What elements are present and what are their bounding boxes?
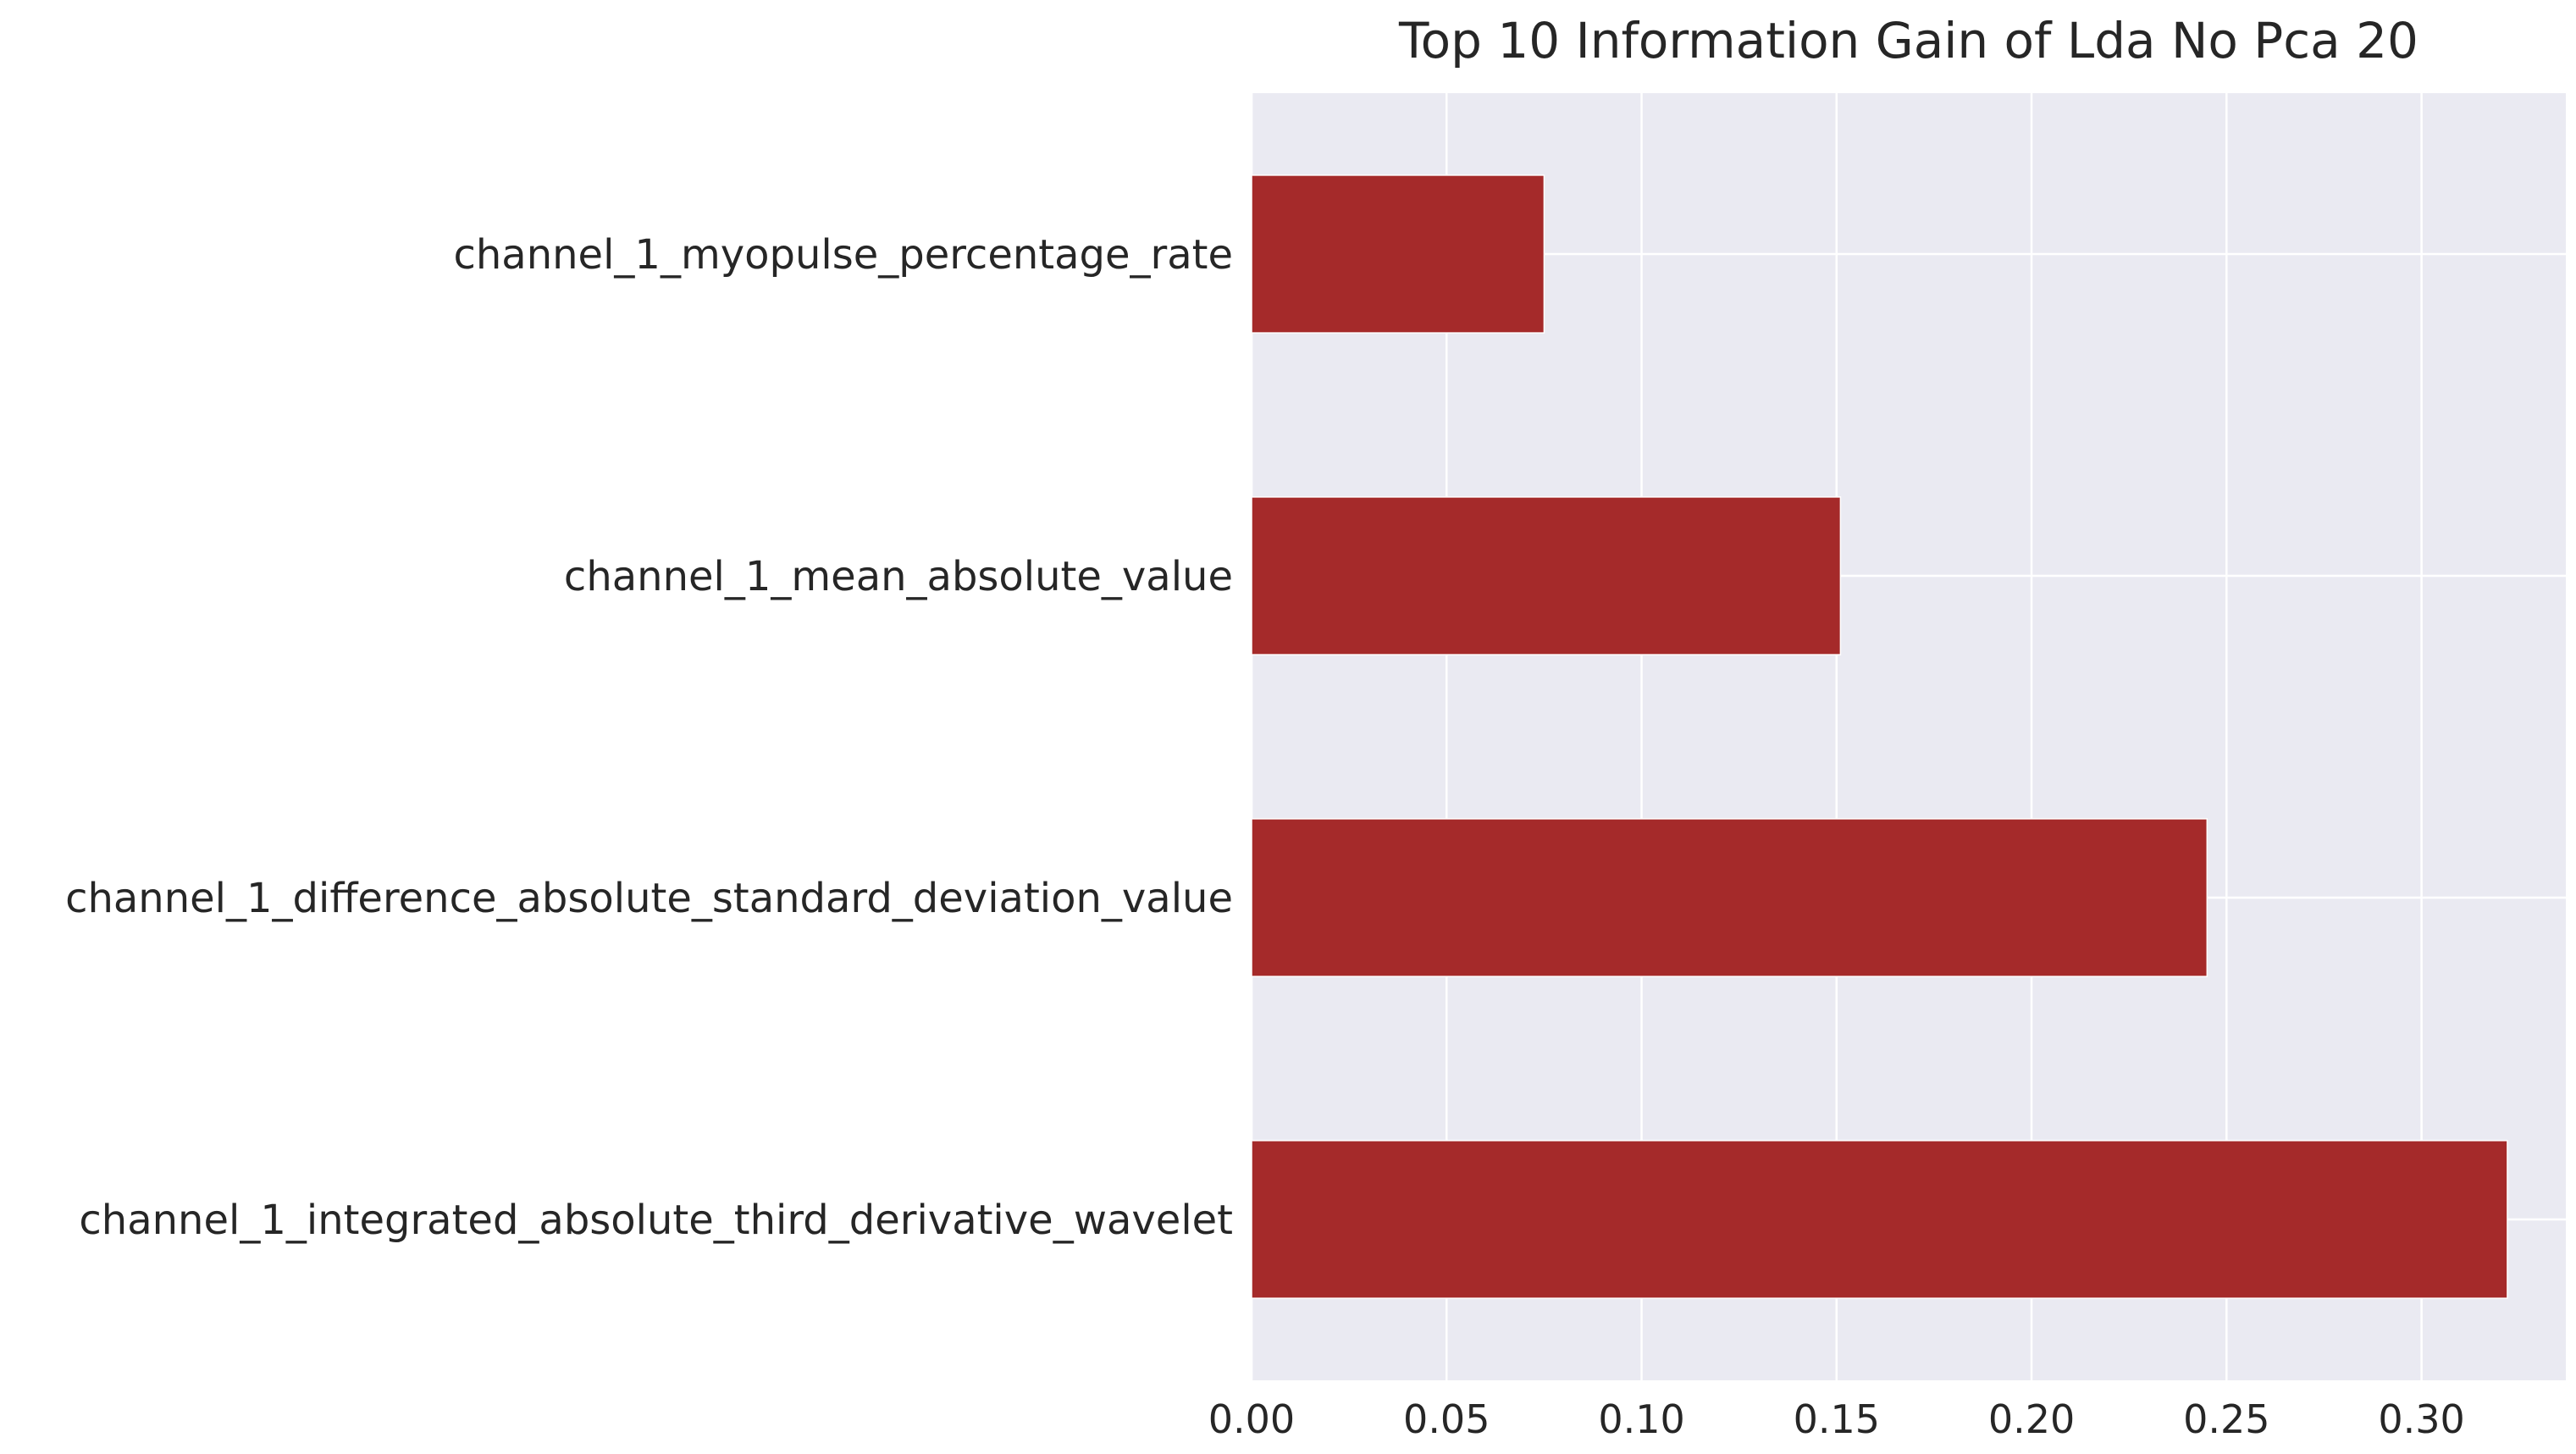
bars	[1251, 174, 2508, 1299]
y-tick-label: channel_1_myopulse_percentage_rate	[453, 231, 1233, 279]
y-tick-label: channel_1_mean_absolute_value	[564, 553, 1233, 600]
y-tick-labels: channel_1_myopulse_percentage_ratechanne…	[65, 231, 1233, 1244]
x-tick-label: 0.05	[1403, 1396, 1490, 1442]
y-tick-label: channel_1_integrated_absolute_third_deri…	[79, 1197, 1233, 1244]
x-tick-label: 0.25	[2183, 1396, 2269, 1442]
x-tick-label: 0.00	[1208, 1396, 1295, 1442]
bar	[1251, 818, 2208, 977]
x-tick-labels: 0.00 0.05 0.10 0.15 0.20 0.25 0.30	[1208, 1396, 2465, 1442]
bar	[1251, 174, 1545, 334]
bar	[1251, 1140, 2508, 1299]
x-tick-label: 0.30	[2378, 1396, 2464, 1442]
x-tick-label: 0.15	[1794, 1396, 1880, 1442]
y-tick-label: channel_1_difference_absolute_standard_d…	[65, 875, 1233, 922]
bar	[1251, 496, 1842, 655]
x-tick-label: 0.20	[1988, 1396, 2075, 1442]
x-tick-label: 0.10	[1598, 1396, 1684, 1442]
chart-title: Top 10 Information Gain of Lda No Pca 20	[1398, 12, 2418, 69]
